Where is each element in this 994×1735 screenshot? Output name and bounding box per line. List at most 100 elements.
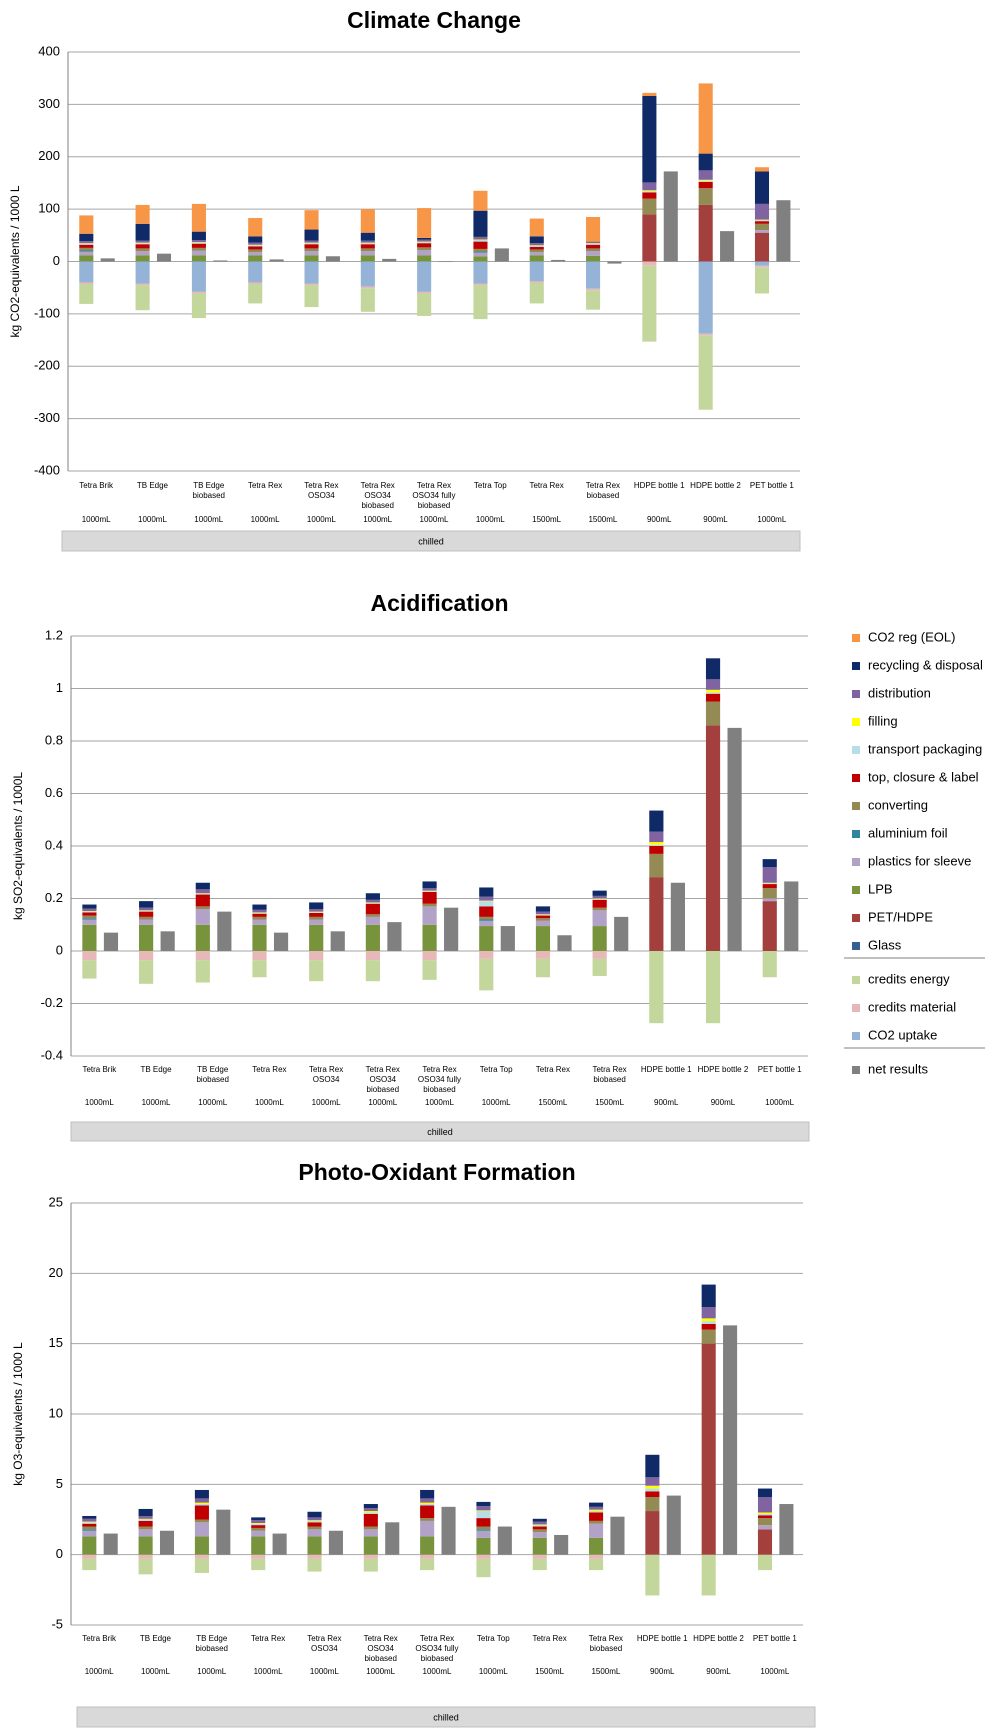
legend-swatch bbox=[852, 914, 860, 922]
net-bar bbox=[160, 931, 175, 951]
label-box: PET bottle 1 bbox=[758, 1065, 802, 1074]
legend-label: LPB bbox=[868, 881, 893, 896]
bar-segment bbox=[365, 960, 380, 982]
size-label: 1000mL bbox=[482, 1098, 511, 1107]
bar-segment bbox=[82, 904, 97, 909]
size-label: 1000mL bbox=[757, 515, 786, 524]
legend-swatch bbox=[852, 830, 860, 838]
bar-segment bbox=[248, 249, 263, 253]
bar-segment bbox=[701, 1318, 716, 1322]
x-tick-label: Tetra Rex bbox=[247, 481, 283, 490]
bar-segment bbox=[422, 891, 437, 904]
bar-segment bbox=[420, 1536, 435, 1555]
bar-segment bbox=[82, 1515, 97, 1519]
bar-segment bbox=[762, 882, 777, 884]
bar-segment bbox=[762, 867, 777, 883]
bar-segment bbox=[586, 243, 601, 244]
bar-segment bbox=[698, 179, 713, 181]
bar-segment bbox=[649, 810, 664, 832]
bar-segment bbox=[138, 1554, 153, 1559]
bar-segment bbox=[307, 1517, 322, 1521]
net-bar bbox=[103, 1533, 118, 1555]
bar-segment bbox=[757, 1512, 773, 1514]
group-box bbox=[70, 1121, 810, 1142]
bar-segment bbox=[762, 901, 777, 951]
bar-segment bbox=[705, 692, 721, 694]
legend-label: aluminium foil bbox=[868, 825, 948, 840]
x-tick-label: Tetra Rex biobased bbox=[592, 1065, 627, 1084]
size-label: 1000mL bbox=[479, 1667, 508, 1676]
net-bar bbox=[216, 1509, 231, 1555]
x-tick-label: Tetra Brik bbox=[79, 481, 114, 490]
bar-segment bbox=[698, 204, 713, 262]
bar-segment bbox=[309, 924, 324, 951]
bar-segment bbox=[248, 255, 263, 262]
bar-segment bbox=[252, 916, 267, 920]
net-bar bbox=[444, 907, 459, 951]
bar-segment bbox=[251, 1523, 266, 1526]
bar-segment bbox=[762, 888, 777, 899]
bar-segment bbox=[529, 245, 544, 246]
bar-segment bbox=[592, 907, 607, 911]
bar-segment bbox=[589, 1520, 604, 1524]
bar-segment bbox=[360, 248, 375, 252]
bar-segment bbox=[82, 951, 97, 961]
bar-segment bbox=[248, 242, 263, 245]
bar-segment bbox=[535, 906, 551, 912]
x-tick-label: HDPE bottle 1 bbox=[640, 1065, 692, 1074]
bar-segment bbox=[586, 251, 601, 256]
bar-segment bbox=[589, 1512, 604, 1521]
bar-segment bbox=[642, 92, 657, 96]
bar-segment bbox=[138, 1529, 153, 1537]
y-tick-label: -0.2 bbox=[41, 995, 63, 1010]
bar-segment bbox=[363, 1513, 378, 1527]
net-bar bbox=[217, 911, 232, 951]
bar-segment bbox=[705, 689, 721, 693]
y-tick-label: 200 bbox=[38, 148, 60, 163]
bar-segment bbox=[479, 919, 494, 921]
size-label: 1000mL bbox=[423, 1667, 452, 1676]
size-label: 900mL bbox=[654, 1098, 679, 1107]
legend-swatch bbox=[852, 942, 860, 950]
bar-segment bbox=[701, 1554, 716, 1596]
bar-segment bbox=[252, 913, 267, 917]
bar-segment bbox=[309, 909, 324, 912]
bar-segment bbox=[535, 920, 551, 927]
bar-segment bbox=[473, 239, 488, 241]
bar-segment bbox=[135, 244, 150, 249]
bar-segment bbox=[195, 906, 210, 909]
label-box: Tetra Rex biobased bbox=[589, 1634, 623, 1653]
bar-segment bbox=[757, 1488, 773, 1497]
bar-segment bbox=[754, 220, 770, 222]
bar-segment bbox=[649, 951, 664, 1024]
bar-segment bbox=[698, 335, 713, 410]
bar-segment bbox=[304, 261, 319, 284]
bar-segment bbox=[479, 920, 494, 927]
chart-title: Climate Change bbox=[347, 7, 521, 33]
bar-segment bbox=[365, 899, 380, 903]
bar-segment bbox=[251, 1536, 266, 1555]
bar-segment bbox=[251, 1517, 266, 1521]
size-label: 1000mL bbox=[312, 1098, 341, 1107]
bar-segment bbox=[473, 241, 488, 249]
bar-segment bbox=[476, 1501, 491, 1507]
bar-segment bbox=[705, 658, 721, 680]
bar-segment bbox=[139, 960, 154, 984]
bar-segment bbox=[365, 914, 380, 917]
bar-segment bbox=[589, 1511, 604, 1513]
bar-segment bbox=[701, 1343, 716, 1555]
bar-segment bbox=[642, 198, 657, 215]
bar-segment bbox=[642, 192, 657, 199]
bar-segment bbox=[476, 1554, 491, 1559]
net-bar bbox=[551, 259, 566, 262]
bar-segment bbox=[194, 1498, 209, 1503]
bar-segment bbox=[191, 240, 206, 243]
bar-segment bbox=[307, 1511, 322, 1518]
bar-segment bbox=[589, 1537, 604, 1555]
size-label: 900mL bbox=[650, 1667, 675, 1676]
y-tick-label: 1 bbox=[56, 680, 63, 695]
bar-segment bbox=[532, 1521, 547, 1525]
bar-segment bbox=[476, 1506, 491, 1511]
bar-segment bbox=[360, 240, 375, 243]
size-label: 1000mL bbox=[194, 515, 223, 524]
